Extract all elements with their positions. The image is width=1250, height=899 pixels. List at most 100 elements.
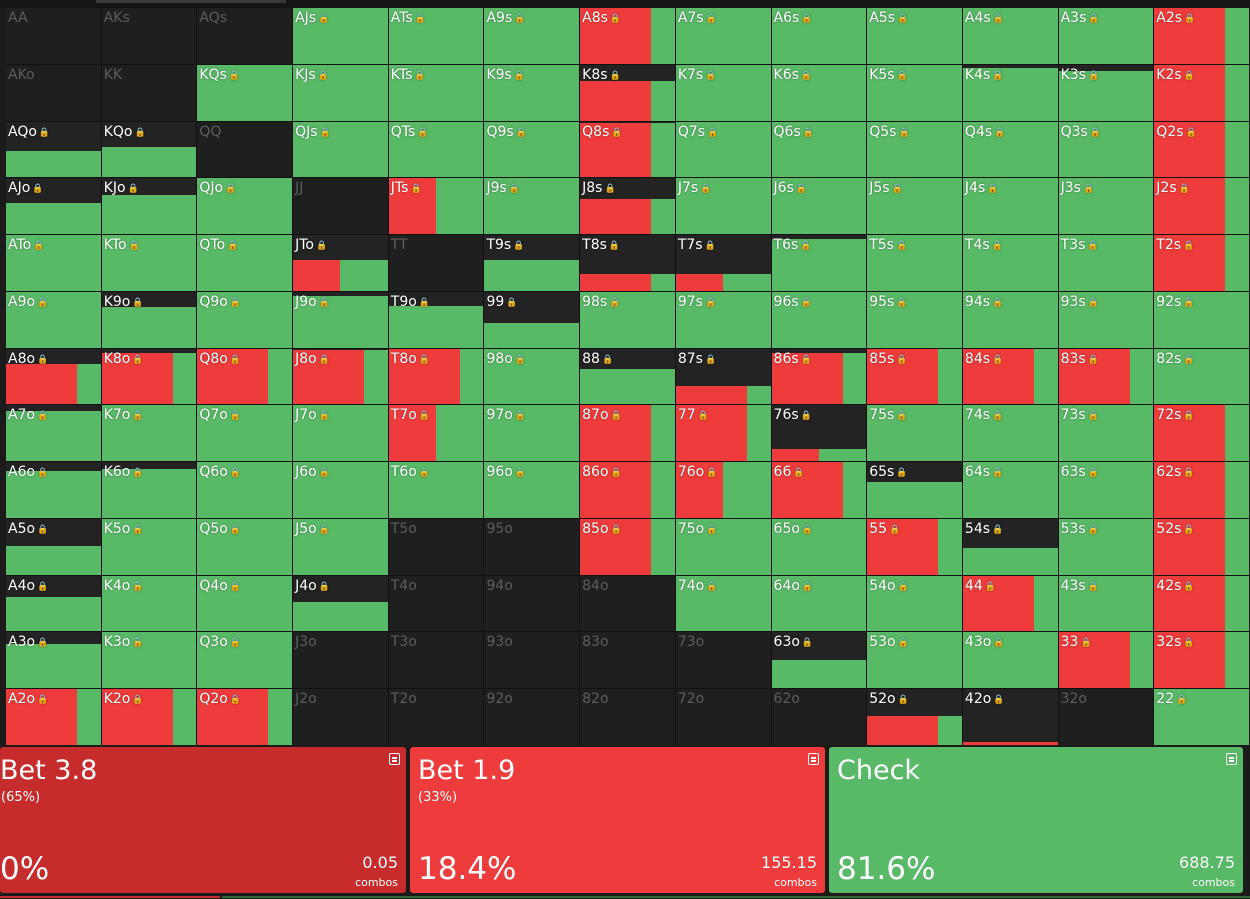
hand-cell[interactable]: 84s 🔒 <box>962 348 1058 405</box>
hand-cell[interactable]: K2o 🔒 <box>101 689 197 745</box>
action-card-bet-1-9[interactable]: Bet 1.9 (33%) 18.4% 155.15 combos <box>410 747 825 893</box>
hand-cell[interactable]: AJs 🔒 <box>293 8 388 64</box>
hand-cell[interactable]: 44 🔒 <box>962 575 1058 632</box>
hand-cell[interactable]: T9o 🔒 <box>388 291 484 348</box>
hand-cell[interactable]: T3s 🔒 <box>1058 235 1154 291</box>
action-card-check[interactable]: Check 81.6% 688.75 combos <box>829 747 1243 893</box>
hand-cell[interactable]: 53o 🔒 <box>867 632 962 689</box>
hand-cell[interactable]: A4s 🔒 <box>962 8 1058 64</box>
hand-cell[interactable]: 92s 🔒 <box>1154 291 1249 348</box>
hand-cell[interactable]: 54o 🔒 <box>867 575 962 632</box>
hand-cell[interactable]: 66 🔒 <box>771 462 867 518</box>
hand-cell[interactable]: A3s 🔒 <box>1058 8 1154 64</box>
notes-icon[interactable] <box>1226 753 1237 765</box>
hand-cell[interactable]: Q5s 🔒 <box>867 121 962 178</box>
hand-cell[interactable]: K6s 🔒 <box>771 64 867 121</box>
hand-cell[interactable]: KQs 🔒 <box>197 64 293 121</box>
hand-cell[interactable]: K2s 🔒 <box>1154 64 1249 121</box>
hand-cell[interactable]: K8s 🔒 <box>580 64 675 121</box>
hand-cell[interactable]: J9o 🔒 <box>293 291 388 348</box>
hand-cell[interactable]: Q7s 🔒 <box>675 121 771 178</box>
hand-cell[interactable]: 98s 🔒 <box>580 291 675 348</box>
hand-cell[interactable]: 76s 🔒 <box>771 405 867 462</box>
hand-cell[interactable]: KTs 🔒 <box>388 64 484 121</box>
hand-cell[interactable]: A5o 🔒 <box>6 518 101 575</box>
hand-cell[interactable]: Q9s 🔒 <box>484 121 580 178</box>
hand-cell[interactable]: 83s 🔒 <box>1058 348 1154 405</box>
hand-cell[interactable]: 95o <box>484 518 580 575</box>
hand-cell[interactable]: J6o 🔒 <box>293 462 388 518</box>
hand-cell[interactable]: J7s 🔒 <box>675 178 771 235</box>
hand-cell[interactable]: K6o 🔒 <box>101 462 197 518</box>
hand-cell[interactable]: 65s 🔒 <box>867 462 962 518</box>
hand-cell[interactable]: 92o <box>484 689 580 745</box>
hand-cell[interactable]: K4s 🔒 <box>962 64 1058 121</box>
hand-cell[interactable]: 33 🔒 <box>1058 632 1154 689</box>
action-card-bet-3-8[interactable]: Bet 3.8 (65%) 0% 0.05 combos <box>0 747 406 893</box>
hand-cell[interactable]: A8s 🔒 <box>580 8 675 64</box>
hand-cell[interactable]: 84o <box>580 575 675 632</box>
hand-cell[interactable]: QQ <box>197 121 293 178</box>
hand-cell[interactable]: T6s 🔒 <box>771 235 867 291</box>
hand-cell[interactable]: 73s 🔒 <box>1058 405 1154 462</box>
hand-cell[interactable]: T8s 🔒 <box>580 235 675 291</box>
hand-cell[interactable]: QJs 🔒 <box>293 121 388 178</box>
hand-cell[interactable]: Q6o 🔒 <box>197 462 293 518</box>
hand-cell[interactable]: J2s 🔒 <box>1154 178 1249 235</box>
hand-cell[interactable]: T5o <box>388 518 484 575</box>
hand-cell[interactable]: K9s 🔒 <box>484 64 580 121</box>
hand-cell[interactable]: J6s 🔒 <box>771 178 867 235</box>
hand-cell[interactable]: 72s 🔒 <box>1154 405 1249 462</box>
hand-cell[interactable]: 87o 🔒 <box>580 405 675 462</box>
hand-cell[interactable]: K5s 🔒 <box>867 64 962 121</box>
hand-cell[interactable]: 95s 🔒 <box>867 291 962 348</box>
hand-cell[interactable]: J3o <box>293 632 388 689</box>
hand-cell[interactable]: J5s 🔒 <box>867 178 962 235</box>
hand-cell[interactable]: Q3s 🔒 <box>1058 121 1154 178</box>
hand-cell[interactable]: KQo 🔒 <box>101 121 197 178</box>
hand-cell[interactable]: A5s 🔒 <box>867 8 962 64</box>
hand-cell[interactable]: T3o <box>388 632 484 689</box>
hand-cell[interactable]: ATo 🔒 <box>6 235 101 291</box>
hand-cell[interactable]: Q6s 🔒 <box>771 121 867 178</box>
hand-cell[interactable]: J8o 🔒 <box>293 348 388 405</box>
hand-cell[interactable]: Q2o 🔒 <box>197 689 293 745</box>
hand-cell[interactable]: JJ <box>293 178 388 235</box>
hand-cell[interactable]: 74s 🔒 <box>962 405 1058 462</box>
hand-cell[interactable]: T4o <box>388 575 484 632</box>
hand-cell[interactable]: J4o 🔒 <box>293 575 388 632</box>
hand-cell[interactable]: 77 🔒 <box>675 405 771 462</box>
hand-cell[interactable]: 76o 🔒 <box>675 462 771 518</box>
hand-cell[interactable]: 64o 🔒 <box>771 575 867 632</box>
hand-cell[interactable]: 83o <box>580 632 675 689</box>
hand-cell[interactable]: AQs <box>197 8 293 64</box>
notes-icon[interactable] <box>808 753 819 765</box>
hand-cell[interactable]: 75o 🔒 <box>675 518 771 575</box>
hand-cell[interactable]: 32o <box>1058 689 1154 745</box>
hand-cell[interactable]: 86o 🔒 <box>580 462 675 518</box>
hand-cell[interactable]: Q8s 🔒 <box>580 121 675 178</box>
hand-cell[interactable]: J4s 🔒 <box>962 178 1058 235</box>
hand-cell[interactable]: 82s 🔒 <box>1154 348 1249 405</box>
hand-cell[interactable]: T7s 🔒 <box>675 235 771 291</box>
hand-cell[interactable]: Q9o 🔒 <box>197 291 293 348</box>
hand-cell[interactable]: A2s 🔒 <box>1154 8 1249 64</box>
hand-cell[interactable]: JTo 🔒 <box>293 235 388 291</box>
hand-cell[interactable]: 42s 🔒 <box>1154 575 1249 632</box>
hand-cell[interactable]: AA <box>6 8 101 64</box>
hand-cell[interactable]: ATs 🔒 <box>388 8 484 64</box>
hand-cell[interactable]: 93s 🔒 <box>1058 291 1154 348</box>
hand-cell[interactable]: 43o 🔒 <box>962 632 1058 689</box>
hand-cell[interactable]: QJo 🔒 <box>197 178 293 235</box>
hand-cell[interactable]: 43s 🔒 <box>1058 575 1154 632</box>
hand-cell[interactable]: 97o 🔒 <box>484 405 580 462</box>
hand-cell[interactable]: J7o 🔒 <box>293 405 388 462</box>
hand-cell[interactable]: 87s 🔒 <box>675 348 771 405</box>
hand-cell[interactable]: AJo 🔒 <box>6 178 101 235</box>
hand-cell[interactable]: A6o 🔒 <box>6 462 101 518</box>
hand-cell[interactable]: 22 🔒 <box>1154 689 1249 745</box>
hand-cell[interactable]: A9s 🔒 <box>484 8 580 64</box>
hand-cell[interactable]: A9o 🔒 <box>6 291 101 348</box>
hand-cell[interactable]: 55 🔒 <box>867 518 962 575</box>
hand-cell[interactable]: 42o 🔒 <box>962 689 1058 745</box>
